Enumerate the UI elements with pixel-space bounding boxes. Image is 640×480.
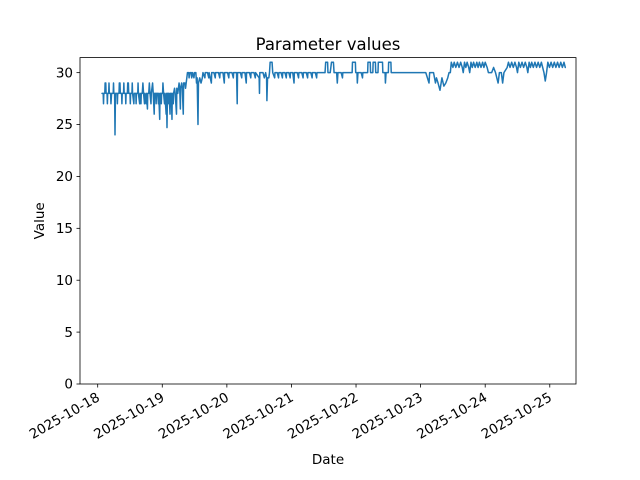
plot-area-frame (79, 57, 577, 385)
y-tick-label: 10 (56, 273, 73, 289)
x-axis-label: Date (312, 452, 344, 468)
chart-title: Parameter values (256, 35, 401, 54)
x-tick-label: 2025-10-18 (27, 390, 103, 443)
y-tick-label: 15 (56, 221, 73, 237)
y-tick-label: 0 (64, 377, 73, 393)
x-axis: 2025-10-182025-10-192025-10-202025-10-21… (27, 384, 555, 443)
x-tick-label: 2025-10-23 (350, 390, 426, 443)
y-tick-label: 20 (56, 169, 73, 185)
y-tick-label: 25 (56, 117, 73, 133)
y-tick-label: 30 (56, 65, 73, 81)
y-axis-label: Value (32, 202, 48, 239)
x-tick-label: 2025-10-21 (220, 390, 296, 443)
x-tick-label: 2025-10-22 (285, 390, 361, 443)
y-axis: 0 5 10 15 20 25 30 (56, 65, 80, 393)
data-line-series (101, 61, 567, 136)
x-tick-label: 2025-10-19 (91, 390, 167, 443)
x-tick-label: 2025-10-24 (414, 390, 490, 443)
y-tick-label: 5 (64, 325, 73, 341)
x-tick-label: 2025-10-25 (479, 390, 555, 443)
x-tick-label: 2025-10-20 (156, 390, 232, 443)
